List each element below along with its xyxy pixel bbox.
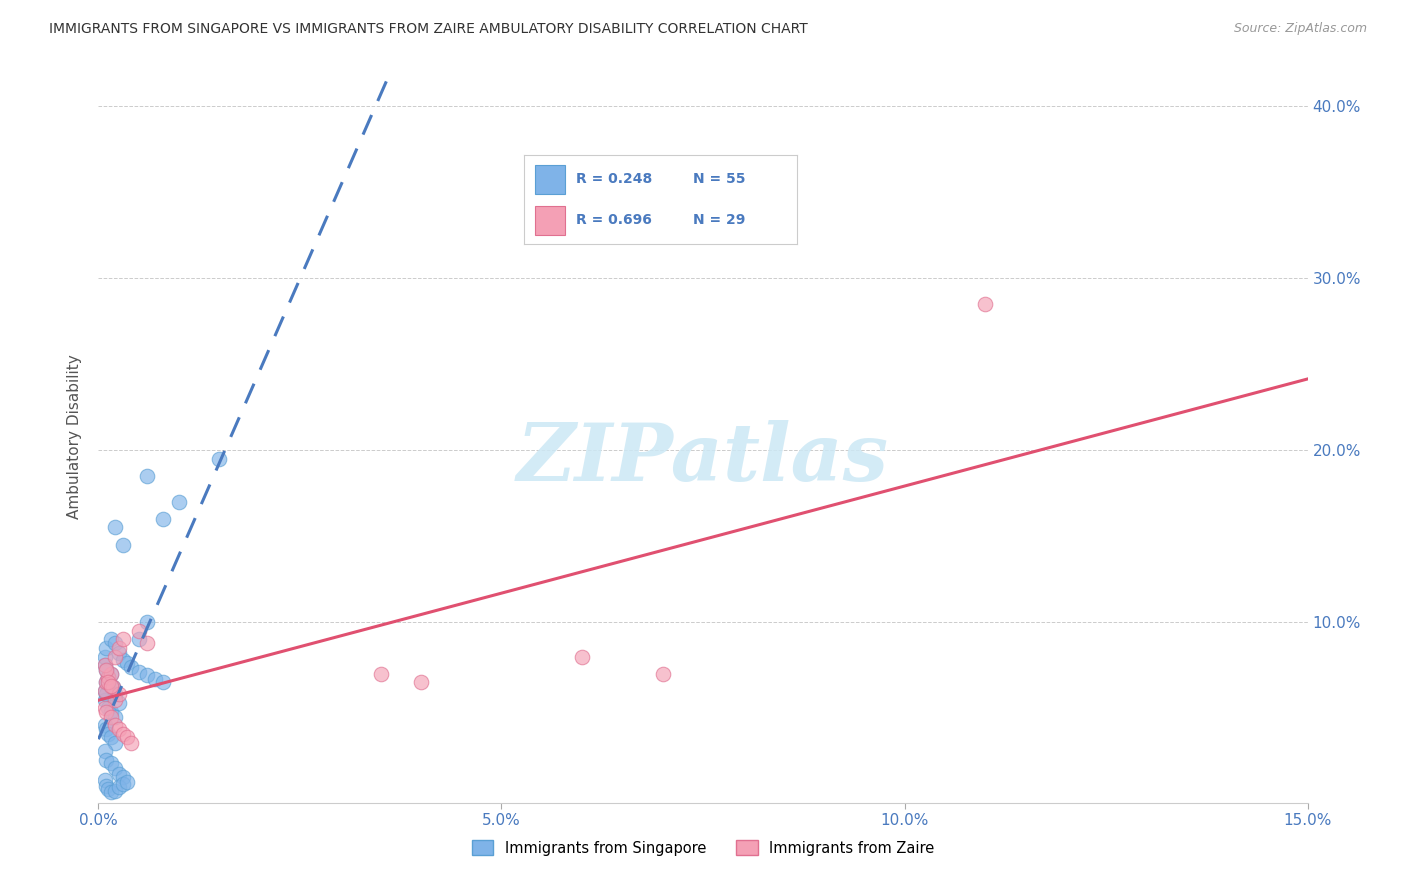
Point [100, 679, 122, 693]
Point [107, 687, 129, 701]
Point [97, 782, 120, 797]
Point [409, 675, 432, 690]
Y-axis label: Ambulatory Disability: Ambulatory Disability [67, 355, 83, 519]
Point [100, 705, 122, 719]
Point [97, 675, 120, 690]
Point [94, 658, 117, 673]
Point [94, 773, 117, 788]
Point [100, 679, 122, 693]
Point [94, 701, 117, 715]
Point [100, 756, 122, 771]
Point [96, 663, 118, 677]
Point [94, 744, 117, 758]
Point [135, 668, 157, 682]
Text: R = 0.696: R = 0.696 [576, 213, 652, 227]
Point [100, 731, 122, 745]
Point [96, 722, 118, 736]
Point [96, 753, 118, 767]
Point [208, 451, 231, 466]
Point [97, 675, 120, 690]
Point [101, 681, 124, 695]
Point [101, 681, 124, 695]
Point [97, 701, 120, 715]
Point [100, 666, 122, 681]
Point [120, 660, 142, 674]
Point [107, 766, 129, 780]
Point [97, 670, 120, 684]
FancyBboxPatch shape [536, 206, 565, 235]
Point [103, 692, 125, 706]
Point [107, 640, 129, 655]
Point [94, 684, 117, 698]
Point [97, 670, 120, 684]
Point [100, 632, 122, 647]
Point [115, 657, 138, 671]
Point [94, 684, 117, 698]
Text: N = 55: N = 55 [693, 172, 745, 186]
Point [94, 649, 117, 664]
Point [96, 705, 118, 719]
Point [167, 494, 190, 508]
Point [100, 785, 122, 799]
Point [111, 538, 134, 552]
Point [143, 672, 166, 686]
Point [107, 780, 129, 795]
Point [115, 731, 138, 745]
Point [111, 770, 134, 784]
Point [152, 512, 174, 526]
FancyBboxPatch shape [536, 165, 565, 194]
Point [974, 296, 997, 310]
Point [103, 761, 125, 775]
Point [96, 779, 118, 793]
Text: Source: ZipAtlas.com: Source: ZipAtlas.com [1233, 22, 1367, 36]
Point [96, 675, 118, 690]
Point [107, 696, 129, 710]
Text: N = 29: N = 29 [693, 213, 745, 227]
Point [370, 666, 392, 681]
Point [107, 646, 129, 660]
Point [94, 718, 117, 732]
Point [111, 727, 134, 741]
Point [111, 632, 134, 647]
Point [128, 632, 150, 647]
Point [97, 727, 120, 741]
Point [103, 520, 125, 534]
Point [96, 675, 118, 690]
Point [135, 615, 157, 629]
Text: IMMIGRANTS FROM SINGAPORE VS IMMIGRANTS FROM ZAIRE AMBULATORY DISABILITY CORRELA: IMMIGRANTS FROM SINGAPORE VS IMMIGRANTS … [49, 22, 808, 37]
Point [115, 775, 138, 789]
Point [135, 636, 157, 650]
Point [103, 649, 125, 664]
Point [111, 777, 134, 791]
Point [651, 666, 673, 681]
Legend: Immigrants from Singapore, Immigrants from Zaire: Immigrants from Singapore, Immigrants fr… [465, 834, 941, 862]
Point [152, 675, 174, 690]
Point [96, 687, 118, 701]
Point [96, 663, 118, 677]
Point [100, 710, 122, 724]
Point [120, 735, 142, 749]
Text: R = 0.248: R = 0.248 [576, 172, 652, 186]
Point [100, 666, 122, 681]
Point [571, 649, 593, 664]
Point [96, 640, 118, 655]
Point [135, 468, 157, 483]
Text: ZIPatlas: ZIPatlas [517, 420, 889, 498]
Point [128, 624, 150, 638]
Point [103, 783, 125, 797]
Point [103, 735, 125, 749]
Point [103, 687, 125, 701]
Point [94, 692, 117, 706]
Point [111, 653, 134, 667]
Point [103, 718, 125, 732]
Point [128, 665, 150, 679]
Point [103, 636, 125, 650]
Point [94, 658, 117, 673]
Point [107, 722, 129, 736]
Point [103, 710, 125, 724]
